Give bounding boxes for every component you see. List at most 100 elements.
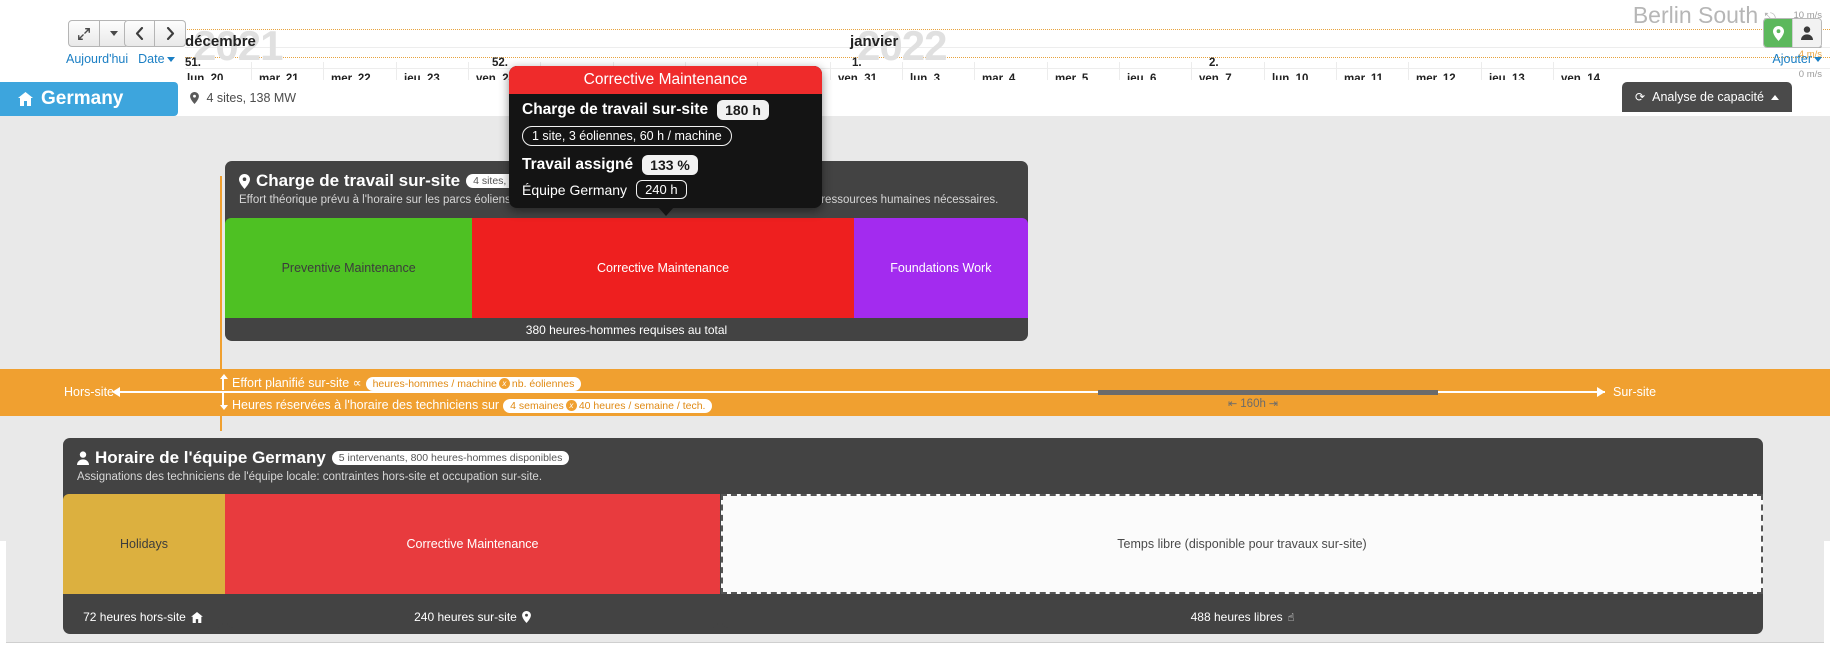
workload-panel: Charge de travail sur-site 4 sites, 40 é… xyxy=(225,161,1028,341)
header-divider xyxy=(185,47,1830,48)
day-separator xyxy=(830,62,831,80)
tooltip-assigned-value: 133 % xyxy=(642,155,698,175)
hours-formula: Heures réservées à l'horaire des technic… xyxy=(232,398,713,413)
day-label[interactable]: jeu. 6 xyxy=(1127,73,1157,80)
day-separator xyxy=(323,62,324,80)
week-label: 2. xyxy=(1209,57,1219,69)
map-pin-icon[interactable] xyxy=(1764,19,1792,47)
wind-scale-label: 10 m/s xyxy=(1793,10,1822,21)
day-label[interactable]: mer. 12 xyxy=(1416,73,1456,80)
day-label[interactable]: mar. 11 xyxy=(1344,73,1384,80)
home-icon xyxy=(18,92,33,106)
add-button[interactable]: Ajouter xyxy=(1763,52,1822,66)
country-row: Germany 4 sites, 138 MW ⟳ Analyse de cap… xyxy=(0,82,1830,116)
window-right-frame xyxy=(1824,541,1830,661)
day-label[interactable]: mar. 4 xyxy=(982,73,1016,80)
workload-bar-segment[interactable]: Foundations Work xyxy=(853,218,1028,318)
day-label[interactable]: lun. 20 xyxy=(187,73,224,80)
day-separator xyxy=(1119,62,1120,80)
team-bar-label: Corrective Maintenance xyxy=(406,537,539,551)
toolbar-links: Aujourd'hui Date xyxy=(66,52,185,66)
person-icon[interactable] xyxy=(1792,19,1821,47)
day-label[interactable]: mer. 5 xyxy=(1055,73,1089,80)
capacity-analysis-button[interactable]: ⟳ Analyse de capacité xyxy=(1622,82,1792,112)
footer-label: 488 heures libres xyxy=(1190,610,1283,624)
footer-onsite-hours: 240 heures sur-site xyxy=(227,606,718,628)
footer-free-hours: 488 heures libres ☝ xyxy=(722,606,1763,628)
workload-bar-segment[interactable]: Corrective Maintenance xyxy=(472,218,854,318)
team-bar-corrective[interactable]: Corrective Maintenance xyxy=(225,494,720,594)
year-watermark: 2021 xyxy=(193,22,283,69)
axis-arrow-up xyxy=(220,374,228,379)
top-toolbar: Aujourd'hui Date xyxy=(0,0,186,80)
chevron-right-icon[interactable] xyxy=(155,20,186,47)
tooltip-row-assigned: Travail assigné 133 % xyxy=(509,146,822,175)
scale-band: Hors-site Sur-site Effort planifié sur-s… xyxy=(0,369,1830,416)
day-label[interactable]: lun. 10 xyxy=(1272,73,1309,80)
workload-tooltip: Corrective Maintenance Charge de travail… xyxy=(509,66,822,216)
day-separator xyxy=(1336,62,1337,80)
expand-arrows-icon[interactable] xyxy=(68,20,100,47)
nav-button-group xyxy=(124,20,186,47)
day-label[interactable]: ven. 7 xyxy=(1199,73,1232,80)
workload-bar-segment[interactable]: Preventive Maintenance xyxy=(225,218,473,318)
day-label[interactable]: mer. 22 xyxy=(331,73,371,80)
effort-formula: Effort planifié sur-site ∝ heures-hommes … xyxy=(232,375,582,391)
map-pin-icon xyxy=(239,173,250,189)
team-bars-area: Holidays Corrective Maintenance Temps li… xyxy=(63,494,1763,634)
timeline-header[interactable]: 2021 2022 décembre janvier 51. 52. 1. 2. lun.… xyxy=(185,0,1830,80)
hours-badge: 4 semaines x 40 heures / semaine / tech. xyxy=(503,398,713,413)
footer-label: 72 heures hors-site xyxy=(83,610,186,624)
window-left-frame xyxy=(0,541,6,661)
workload-total-label: 380 heures-hommes requises au total xyxy=(525,323,728,337)
person-icon xyxy=(77,451,89,465)
span-bar-160h xyxy=(1098,390,1438,395)
tooltip-assigned-label: Travail assigné xyxy=(522,156,634,173)
day-label[interactable]: jeu. 13 xyxy=(1489,73,1525,80)
add-button-label: Ajouter xyxy=(1772,52,1812,66)
week-label: 51. xyxy=(185,57,201,69)
week-label: 1. xyxy=(852,57,862,69)
date-link[interactable]: Date xyxy=(138,52,175,66)
axis-line xyxy=(120,391,1605,393)
chevron-left-icon[interactable] xyxy=(124,20,155,47)
country-meta: 4 sites, 138 MW xyxy=(190,91,296,105)
site-name: Berlin South⎋ xyxy=(1633,2,1776,29)
map-pin-icon xyxy=(190,92,199,104)
day-separator xyxy=(974,62,975,80)
day-separator xyxy=(1264,62,1265,80)
tooltip-team-label: Équipe Germany xyxy=(522,181,628,198)
view-toggle-group xyxy=(1763,18,1822,48)
team-subtitle: Assignations des techniciens de l'équipe… xyxy=(77,471,543,483)
year-watermark: 2022 xyxy=(857,22,947,69)
wind-gridline xyxy=(185,29,1830,30)
home-icon xyxy=(190,611,203,623)
team-bar-holidays[interactable]: Holidays xyxy=(63,494,225,594)
multiply-icon: x xyxy=(565,400,577,412)
team-bar-free-time[interactable]: Temps libre (disponible pour travaux sur… xyxy=(721,494,1763,594)
day-label[interactable]: lun. 3 xyxy=(910,73,941,80)
day-label[interactable]: ven. 14 xyxy=(1561,73,1600,80)
day-label[interactable]: mar. 21 xyxy=(259,73,299,80)
capacity-analysis-label: Analyse de capacité xyxy=(1652,90,1764,104)
today-link[interactable]: Aujourd'hui xyxy=(66,52,129,66)
day-label[interactable]: ven. 24 xyxy=(476,73,515,80)
day-separator xyxy=(251,62,252,80)
team-panel-title: Horaire de l'équipe Germany 5 intervenan… xyxy=(77,448,1749,468)
workload-bars: Preventive Maintenance Corrective Mainten… xyxy=(225,218,1028,318)
day-label[interactable]: jeu. 23 xyxy=(404,73,440,80)
day-label[interactable]: ven. 31 xyxy=(838,73,877,80)
hours-badge-a: 4 semaines xyxy=(510,399,564,412)
tooltip-workload-label: Charge de travail sur-site xyxy=(522,101,709,118)
day-separator xyxy=(1553,62,1554,80)
workload-bar-label: Corrective Maintenance xyxy=(597,261,730,275)
country-tab-germany[interactable]: Germany xyxy=(0,82,178,116)
wind-gridline xyxy=(185,57,1830,58)
span-label-160h: ⇤ 160h ⇥ xyxy=(1228,398,1279,410)
wind-scale-label: 4 m/s xyxy=(1798,49,1822,60)
workload-bar-label: Foundations Work xyxy=(890,261,992,275)
month-label: décembre xyxy=(185,33,256,50)
free-hand-icon: ☝ xyxy=(1287,611,1295,624)
time-marker-line xyxy=(220,176,222,431)
